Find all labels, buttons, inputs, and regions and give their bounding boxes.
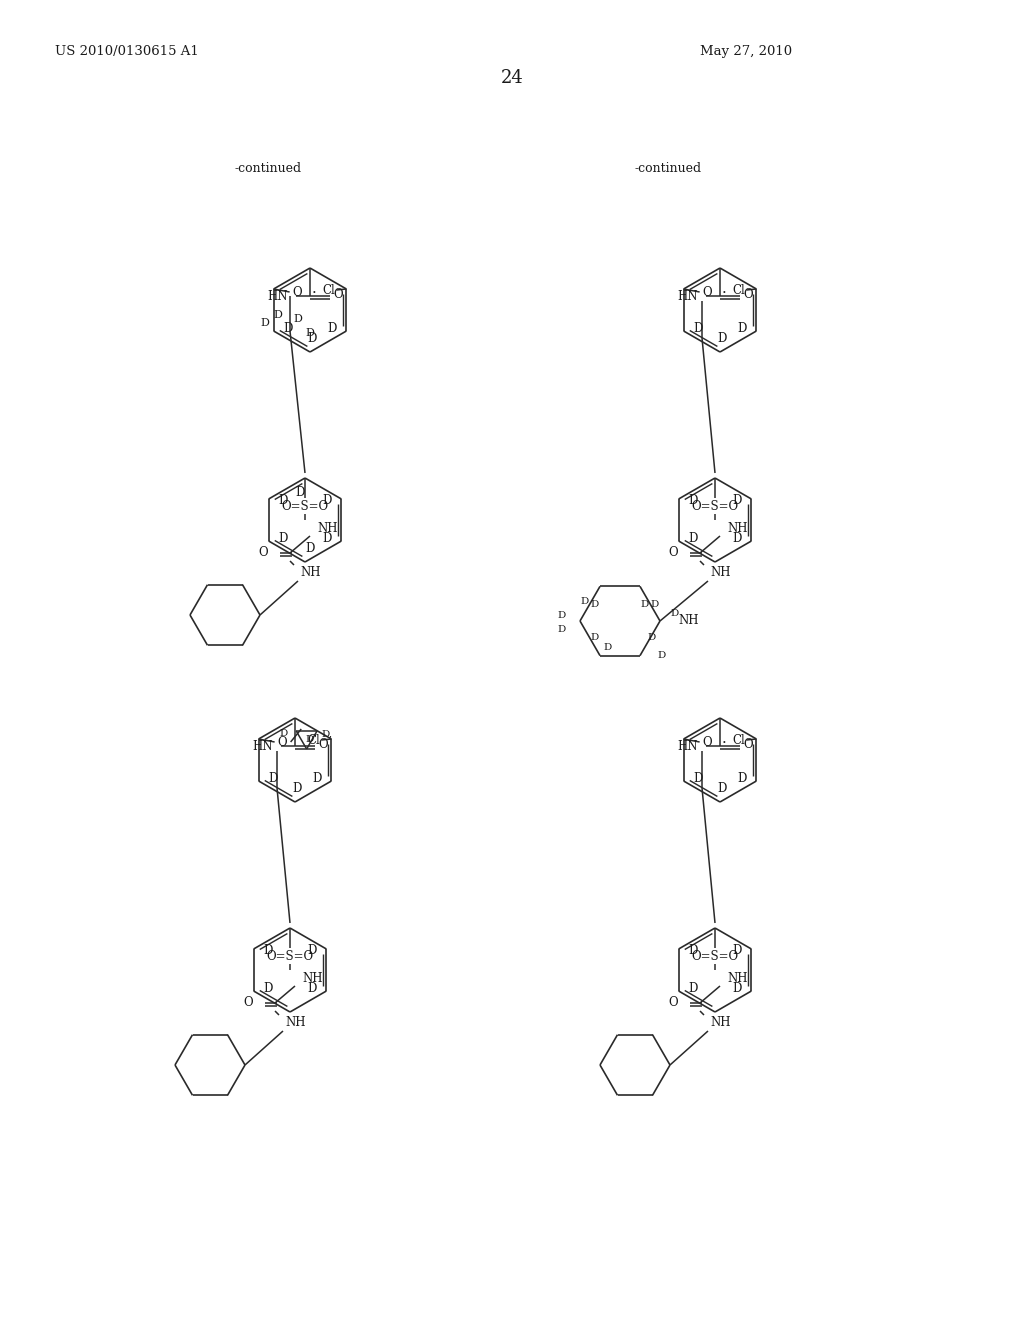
Text: NH: NH (302, 972, 323, 985)
Text: NH: NH (727, 521, 748, 535)
Text: D: D (268, 771, 278, 784)
Text: -continued: -continued (234, 161, 301, 174)
Text: O: O (743, 738, 753, 751)
Text: D: D (292, 783, 302, 796)
Text: D: D (305, 327, 314, 338)
Text: D: D (688, 982, 697, 995)
Text: HN: HN (678, 741, 698, 754)
Text: US 2010/0130615 A1: US 2010/0130615 A1 (55, 45, 199, 58)
Text: D: D (558, 624, 566, 634)
Text: NH: NH (300, 566, 321, 579)
Text: D: D (283, 322, 292, 334)
Text: D: D (323, 495, 332, 507)
Text: D: D (278, 532, 288, 545)
Text: D: D (688, 495, 697, 507)
Text: D: D (671, 609, 679, 618)
Text: D: D (591, 599, 599, 609)
Text: .: . (721, 282, 726, 296)
Text: D: D (295, 486, 305, 499)
Text: HN: HN (267, 290, 288, 304)
Text: D: D (558, 611, 566, 620)
Text: D: D (604, 643, 612, 652)
Text: D: D (581, 597, 589, 606)
Text: -continued: -continued (635, 161, 701, 174)
Text: O: O (702, 286, 713, 300)
Text: NH: NH (678, 615, 698, 627)
Text: D: D (305, 734, 313, 743)
Text: Cl: Cl (732, 285, 744, 297)
Text: D: D (280, 730, 288, 738)
Text: D: D (693, 771, 702, 784)
Text: D: D (263, 945, 272, 957)
Text: O: O (669, 997, 678, 1010)
Text: D: D (733, 495, 742, 507)
Text: May 27, 2010: May 27, 2010 (700, 45, 793, 58)
Text: D: D (273, 310, 283, 319)
Text: Cl: Cl (307, 734, 319, 747)
Text: .: . (311, 282, 316, 296)
Text: D: D (733, 982, 742, 995)
Text: O: O (278, 737, 288, 750)
Text: D: D (733, 532, 742, 545)
Text: 24: 24 (501, 69, 523, 87)
Text: D: D (294, 314, 302, 323)
Text: D: D (307, 945, 317, 957)
Text: O: O (318, 738, 328, 751)
Text: D: D (688, 532, 697, 545)
Text: O: O (669, 546, 678, 560)
Text: Cl: Cl (732, 734, 744, 747)
Text: D: D (323, 532, 332, 545)
Text: O=S=O: O=S=O (266, 949, 313, 962)
Text: NH: NH (710, 566, 730, 579)
Text: D: D (278, 495, 288, 507)
Text: O=S=O: O=S=O (691, 949, 738, 962)
Text: NH: NH (317, 521, 338, 535)
Text: D: D (648, 634, 656, 642)
Text: HN: HN (678, 290, 698, 304)
Text: D,: D, (322, 730, 333, 738)
Text: O: O (743, 289, 753, 301)
Text: D: D (657, 651, 667, 660)
Text: Cl: Cl (322, 285, 335, 297)
Text: .: . (721, 733, 726, 746)
Text: D: D (307, 333, 316, 346)
Text: D: D (733, 945, 742, 957)
Text: O: O (258, 546, 268, 560)
Text: D: D (263, 982, 272, 995)
Text: O=S=O: O=S=O (691, 499, 738, 512)
Text: D: D (312, 772, 323, 785)
Text: D: D (328, 322, 337, 335)
Text: D: D (693, 322, 702, 334)
Text: D: D (641, 599, 649, 609)
Text: D: D (307, 982, 317, 995)
Text: HN: HN (253, 741, 273, 754)
Text: D: D (651, 599, 659, 609)
Text: NH: NH (285, 1016, 305, 1030)
Text: O: O (293, 286, 302, 300)
Text: NH: NH (727, 972, 748, 985)
Text: D: D (718, 333, 727, 346)
Text: D: D (688, 945, 697, 957)
Text: NH: NH (710, 1016, 730, 1030)
Text: D: D (260, 318, 269, 327)
Text: O=S=O: O=S=O (282, 499, 329, 512)
Text: D: D (591, 634, 599, 642)
Text: O: O (244, 997, 253, 1010)
Text: O: O (702, 737, 713, 750)
Text: D: D (737, 772, 748, 785)
Text: O: O (333, 289, 343, 301)
Text: D: D (737, 322, 748, 335)
Text: D: D (718, 783, 727, 796)
Text: D: D (305, 541, 314, 554)
